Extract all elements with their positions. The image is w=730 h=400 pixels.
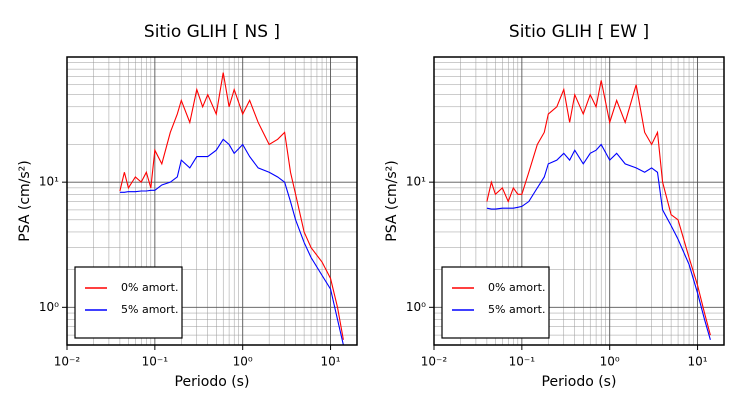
frame bbox=[433, 56, 725, 346]
x-tick-label: 10¹ bbox=[688, 355, 708, 369]
x-tick-label: 10⁰ bbox=[233, 355, 253, 369]
legend-label: 0% amort. bbox=[488, 281, 545, 294]
x-axis-label: Periodo (s) bbox=[542, 374, 617, 390]
legend-box bbox=[74, 266, 183, 339]
x-tick-label: 10⁻¹ bbox=[509, 355, 536, 369]
series-line bbox=[119, 138, 344, 345]
legend-label: 0% amort. bbox=[121, 281, 178, 294]
x-axis-label: Periodo (s) bbox=[175, 374, 250, 390]
x-tick-label: 10¹ bbox=[321, 355, 341, 369]
frame bbox=[66, 56, 358, 346]
y-tick-label: 10⁰ bbox=[406, 300, 426, 314]
y-tick-label: 10¹ bbox=[39, 175, 59, 189]
subplot: 10⁻² 10⁻¹ 10⁰ 10¹ 10⁰ 10¹ Sitio GLIH [ NS ] Per… bbox=[17, 22, 358, 390]
legend-label: 5% amort. bbox=[488, 303, 545, 316]
y-axis-label: PSA (cm/s²) bbox=[384, 160, 400, 242]
series-line bbox=[119, 72, 344, 340]
x-tick-label: 10⁻² bbox=[421, 355, 448, 369]
x-tick-label: 10⁻¹ bbox=[142, 355, 169, 369]
series-line bbox=[486, 80, 711, 336]
legend-label: 5% amort. bbox=[121, 303, 178, 316]
y-tick-label: 10⁰ bbox=[39, 300, 59, 314]
y-tick-label: 10¹ bbox=[406, 175, 426, 189]
chart-title: Sitio GLIH [ NS ] bbox=[144, 22, 280, 42]
legend-box bbox=[441, 266, 550, 339]
x-tick-label: 10⁻² bbox=[54, 355, 81, 369]
subplot: 10⁻² 10⁻¹ 10⁰ 10¹ 10⁰ 10¹ Sitio GLIH [ EW ] Per… bbox=[384, 22, 725, 390]
y-axis-label: PSA (cm/s²) bbox=[17, 160, 33, 242]
x-tick-label: 10⁰ bbox=[600, 355, 620, 369]
series-line bbox=[486, 143, 711, 340]
chart-title: Sitio GLIH [ EW ] bbox=[509, 22, 649, 42]
